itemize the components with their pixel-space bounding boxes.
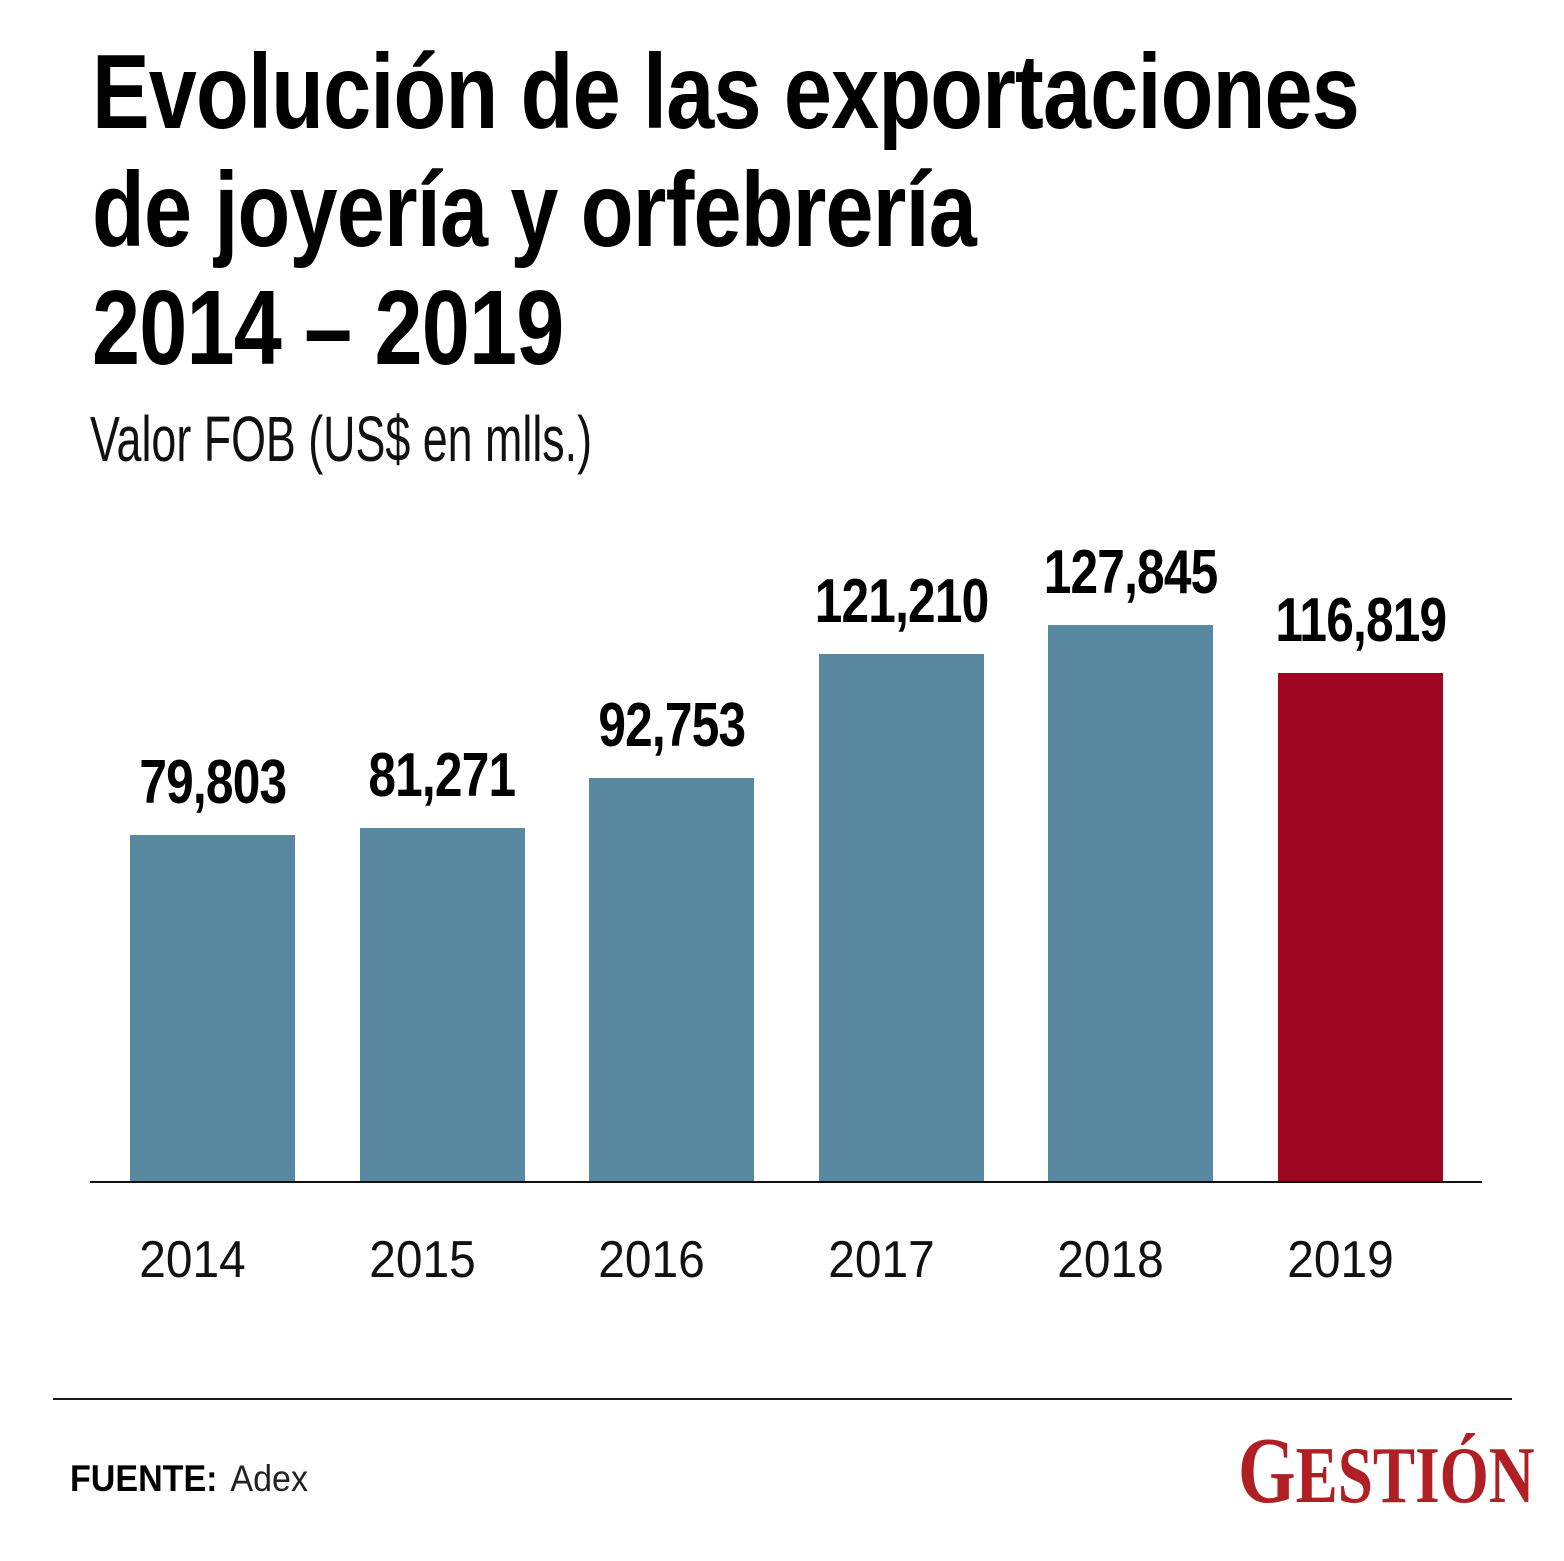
gestion-logo-initial: G xyxy=(1237,1419,1296,1523)
source-value: Adex xyxy=(230,1458,308,1499)
bar xyxy=(130,835,295,1183)
x-axis-labels: 2014 2015 2016 2017 2018 2019 xyxy=(110,1231,1423,1289)
bars-row: 79,803 81,271 92,753 121,210 127,845 116,819 xyxy=(130,539,1447,1183)
bar xyxy=(359,828,525,1183)
x-axis-line xyxy=(90,1181,1482,1183)
bar-column: 127,845 xyxy=(1044,539,1219,1183)
chart-subtitle: Valor FOB (US$ en mlls.) xyxy=(90,403,593,475)
gestion-logo: GESTIÓN xyxy=(1237,1424,1534,1518)
bar-column: 92,753 xyxy=(589,625,755,1183)
bar-value-label: 116,819 xyxy=(1274,586,1447,655)
axis-year-label: 2016 xyxy=(598,1231,705,1289)
axis-year-label: 2019 xyxy=(1287,1231,1394,1289)
bar xyxy=(1048,625,1214,1183)
bar xyxy=(818,654,984,1183)
title-line-3: 2014 – 2019 xyxy=(92,269,564,387)
bar-column: 81,271 xyxy=(359,625,525,1183)
bar-column: 116,819 xyxy=(1275,587,1447,1183)
axis-year-label: 2014 xyxy=(139,1231,246,1289)
bar-value-label: 81,271 xyxy=(368,741,517,810)
axis-year-label: 2017 xyxy=(828,1231,935,1289)
bar-value-label: 92,753 xyxy=(598,691,746,760)
bar-column: 79,803 xyxy=(130,625,295,1183)
page-title: Evolución de las exportaciones de joyerí… xyxy=(92,33,1564,387)
bar-column: 121,210 xyxy=(814,568,989,1183)
gestion-logo-rest: ESTIÓN xyxy=(1295,1432,1534,1520)
bar-value-label: 127,845 xyxy=(1044,538,1219,607)
bar-value-label: 79,803 xyxy=(139,748,287,817)
bar-value-label: 121,210 xyxy=(814,567,989,636)
source-line: FUENTE: Adex xyxy=(70,1458,308,1500)
source-label: FUENTE: xyxy=(70,1458,218,1499)
footer-divider xyxy=(53,1398,1512,1400)
title-line-1: Evolución de las exportaciones xyxy=(92,33,1360,151)
axis-year-label: 2018 xyxy=(1057,1231,1165,1289)
bar xyxy=(1277,673,1443,1183)
axis-year-label: 2015 xyxy=(368,1231,476,1289)
bar xyxy=(589,778,755,1183)
title-line-2: de joyería y orfebrería xyxy=(92,151,977,269)
